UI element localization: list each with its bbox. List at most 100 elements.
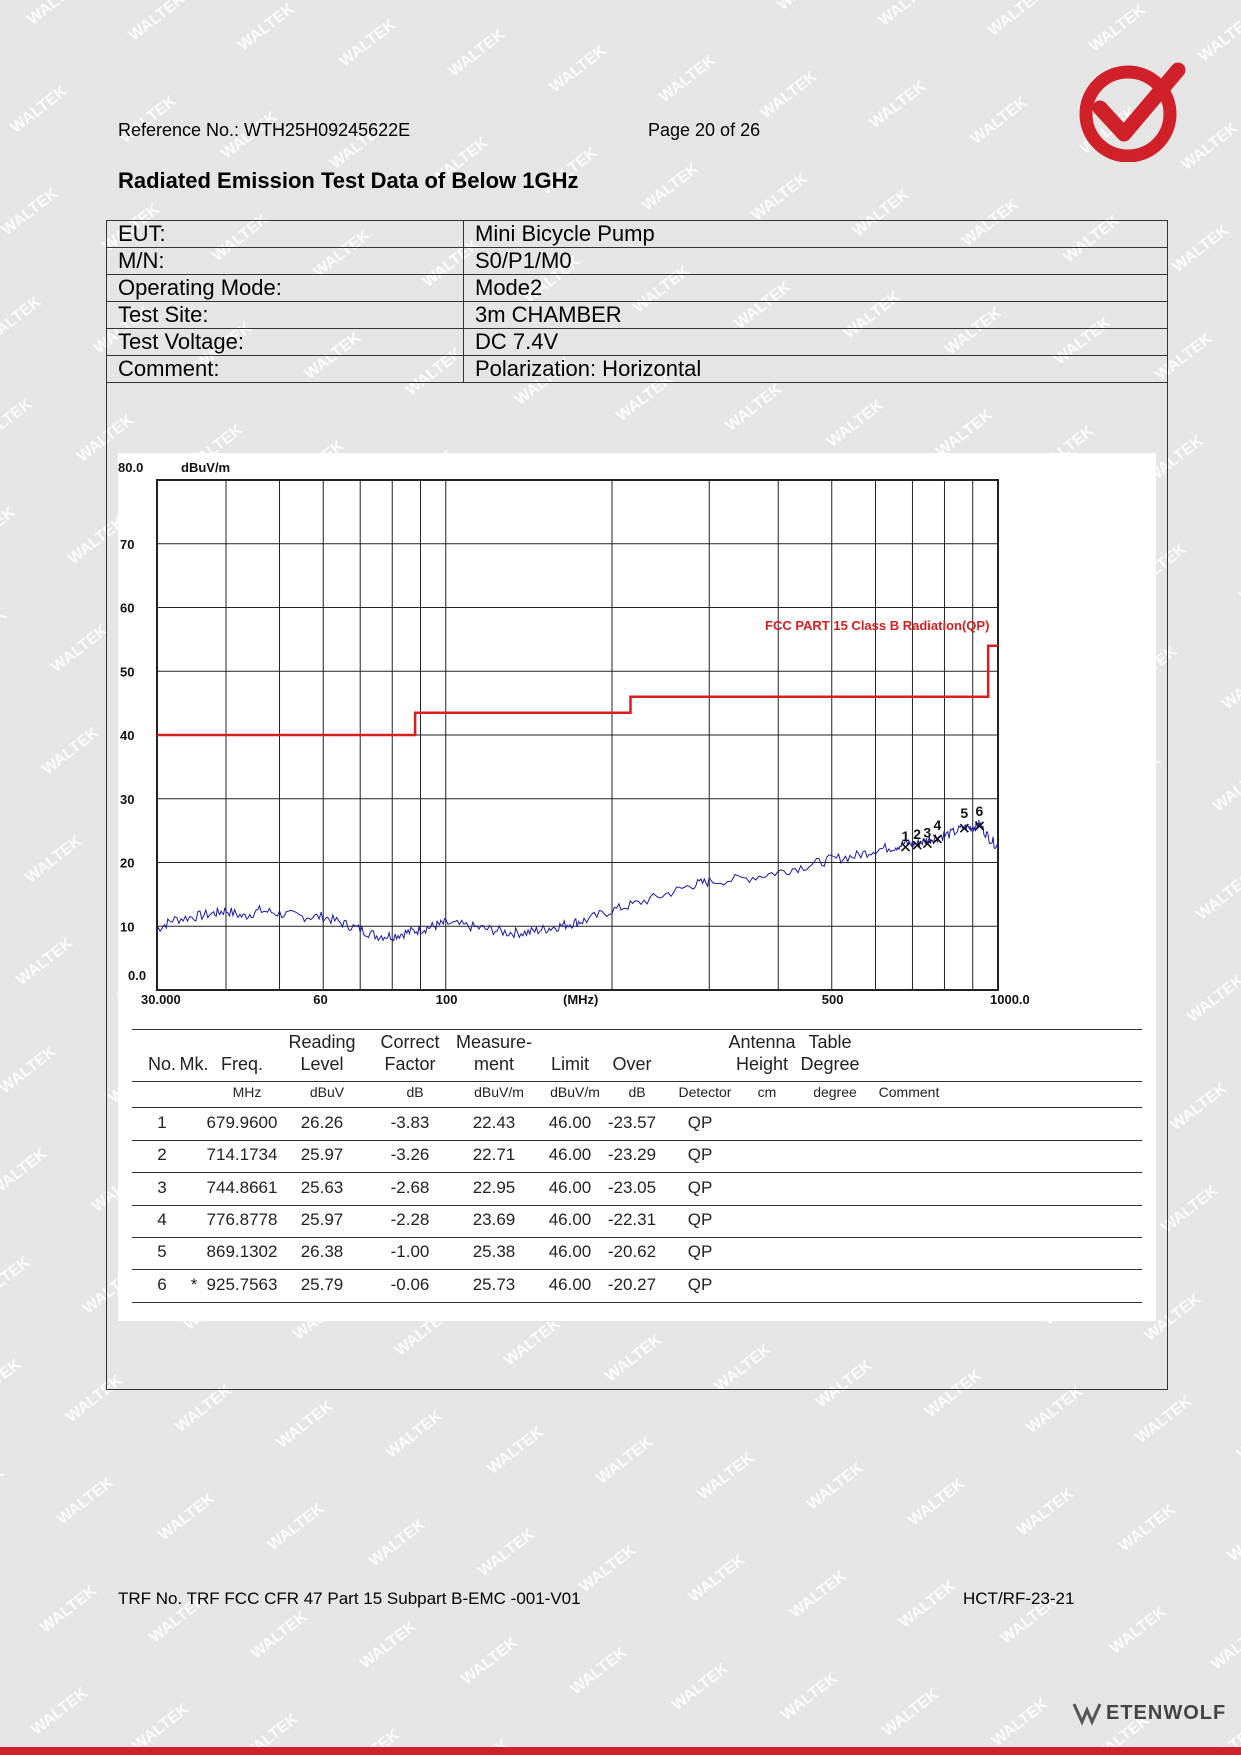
footer-strip <box>0 1747 1241 1755</box>
marker-x <box>912 840 922 850</box>
table-cell: -1.00 <box>390 1242 430 1262</box>
table-row: 4 776.8778 25.97 -2.28 23.69 46.00 -22.31 QP <box>132 1210 1142 1242</box>
y-tick-label: 80.0 <box>118 460 143 475</box>
info-value: DC 7.4V <box>463 328 1168 356</box>
y-unit-label: dBuV/m <box>181 460 230 475</box>
table-row: 1 679.9600 26.26 -3.83 22.43 46.00 -23.57 QP <box>132 1113 1142 1145</box>
info-label: Test Voltage: <box>106 328 464 356</box>
table-cell: 25.79 <box>300 1274 344 1294</box>
table-cell: -20.27 <box>607 1274 657 1294</box>
table-cell: 46.00 <box>548 1209 592 1229</box>
x-tick-label: 100 <box>436 992 458 1007</box>
info-value: Mini Bicycle Pump <box>463 220 1168 248</box>
table-cell: 4 <box>157 1209 167 1229</box>
column-unit: dB <box>406 1084 424 1100</box>
marker-label: 5 <box>960 805 968 821</box>
table-cell: 714.1734 <box>206 1145 278 1165</box>
table-cell: 46.00 <box>548 1274 592 1294</box>
column-unit: dBuV/m <box>474 1084 524 1100</box>
table-row: 2 714.1734 25.97 -3.26 22.71 46.00 -23.29 QP <box>132 1145 1142 1177</box>
column-header: Mk. <box>179 1054 209 1074</box>
info-row: M/N: S0/P1/M0 <box>106 247 1168 275</box>
y-tick-label: 70 <box>120 537 134 552</box>
table-cell: -23.29 <box>607 1145 657 1165</box>
marker-x <box>974 821 985 831</box>
info-value: Mode2 <box>463 274 1168 302</box>
table-cell: 5 <box>157 1242 167 1262</box>
page-number: Page 20 of 26 <box>648 120 761 140</box>
table-cell: QP <box>687 1209 713 1229</box>
info-row: Operating Mode: Mode2 <box>106 274 1168 302</box>
column-unit: dBuV/m <box>550 1084 600 1100</box>
marker-x <box>922 839 932 849</box>
table-rule <box>132 1172 1142 1174</box>
marker-label: 1 <box>901 828 909 844</box>
chart-panel: 80.0 70 60 50 40 30 20 10 0.0 dBuV/m 30.000 60 100 (M… <box>118 453 1156 1321</box>
x-tick-label: 60 <box>313 992 327 1007</box>
table-cell: 25.73 <box>472 1274 516 1294</box>
limit-line <box>157 644 998 737</box>
table-row: 5 869.1302 26.38 -1.00 25.38 46.00 -20.62 QP <box>132 1242 1142 1274</box>
table-cell: 25.38 <box>472 1242 516 1262</box>
limit-label: FCC PART 15 Class B Radiation(QP) <box>765 618 989 633</box>
table-cell: 3 <box>157 1177 167 1197</box>
table-cell: 6 <box>157 1274 167 1294</box>
measurement-trace <box>156 819 999 942</box>
table-cell: 679.9600 <box>206 1113 278 1132</box>
table-cell: 2 <box>157 1145 167 1165</box>
column-header: Table Degree <box>800 1032 860 1074</box>
table-cell: 25.63 <box>300 1177 344 1197</box>
brand-name: ETENWOLF <box>1106 1702 1227 1724</box>
table-cell: QP <box>687 1177 713 1197</box>
y-tick-label: 20 <box>120 856 134 871</box>
table-cell: 22.43 <box>472 1113 516 1132</box>
table-cell: 869.1302 <box>206 1242 278 1262</box>
table-cell: 26.26 <box>300 1113 344 1132</box>
column-header: Correct Factor <box>380 1032 440 1074</box>
info-label: Comment: <box>106 355 464 383</box>
marker-x <box>900 842 911 852</box>
table-cell: 25.97 <box>300 1145 344 1165</box>
column-header: Freq. <box>220 1054 263 1074</box>
info-value: 3m CHAMBER <box>463 301 1168 329</box>
table-cell: -2.28 <box>390 1209 430 1229</box>
info-value: Polarization: Horizontal <box>463 355 1168 383</box>
table-cell: -23.05 <box>607 1177 657 1197</box>
column-header: Measure- ment <box>455 1032 533 1074</box>
x-tick-label: 30.000 <box>141 992 181 1007</box>
table-rule <box>132 1236 1142 1238</box>
table-rule <box>132 1081 1142 1082</box>
table-cell: 1 <box>157 1113 167 1132</box>
table-cell: 46.00 <box>548 1242 592 1262</box>
column-header: Limit <box>550 1054 589 1074</box>
table-cell: QP <box>687 1274 713 1294</box>
wolf-logo-icon <box>1072 1703 1102 1726</box>
info-table: EUT: Mini Bicycle Pump M/N: S0/P1/M0 Operati… <box>106 220 1168 383</box>
info-value: S0/P1/M0 <box>463 247 1168 275</box>
table-rule <box>132 1029 1142 1030</box>
table-cell: -23.57 <box>607 1113 657 1132</box>
marker-label: 6 <box>975 803 983 819</box>
table-cell: QP <box>687 1242 713 1262</box>
reference-number: Reference No.: WTH25H09245622E <box>118 120 411 140</box>
form-code: HCT/RF-23-21 <box>963 1589 1075 1608</box>
table-cell: 23.69 <box>472 1209 516 1229</box>
column-unit: degree <box>813 1084 857 1100</box>
column-unit: MHz <box>232 1084 262 1100</box>
table-cell: 22.71 <box>472 1145 516 1165</box>
info-row: Comment: Polarization: Horizontal <box>106 355 1168 383</box>
emission-chart: 80.0 70 60 50 40 30 20 10 0.0 dBuV/m 30.000 60 100 (M… <box>118 460 1030 1007</box>
column-unit: cm <box>757 1084 777 1100</box>
table-cell: -0.06 <box>390 1274 430 1294</box>
table-rule <box>132 1107 1142 1108</box>
x-tick-label: 1000.0 <box>990 992 1030 1007</box>
info-row: Test Voltage: DC 7.4V <box>106 328 1168 356</box>
y-tick-label: 10 <box>120 919 134 934</box>
y-tick-label: 60 <box>120 601 134 616</box>
table-cell: -3.26 <box>390 1145 430 1165</box>
marker-label: 3 <box>923 825 931 841</box>
table-cell: -2.68 <box>390 1177 430 1197</box>
column-unit: Comment <box>878 1084 940 1100</box>
table-rule <box>132 1204 1142 1206</box>
table-cell: * <box>190 1274 198 1294</box>
